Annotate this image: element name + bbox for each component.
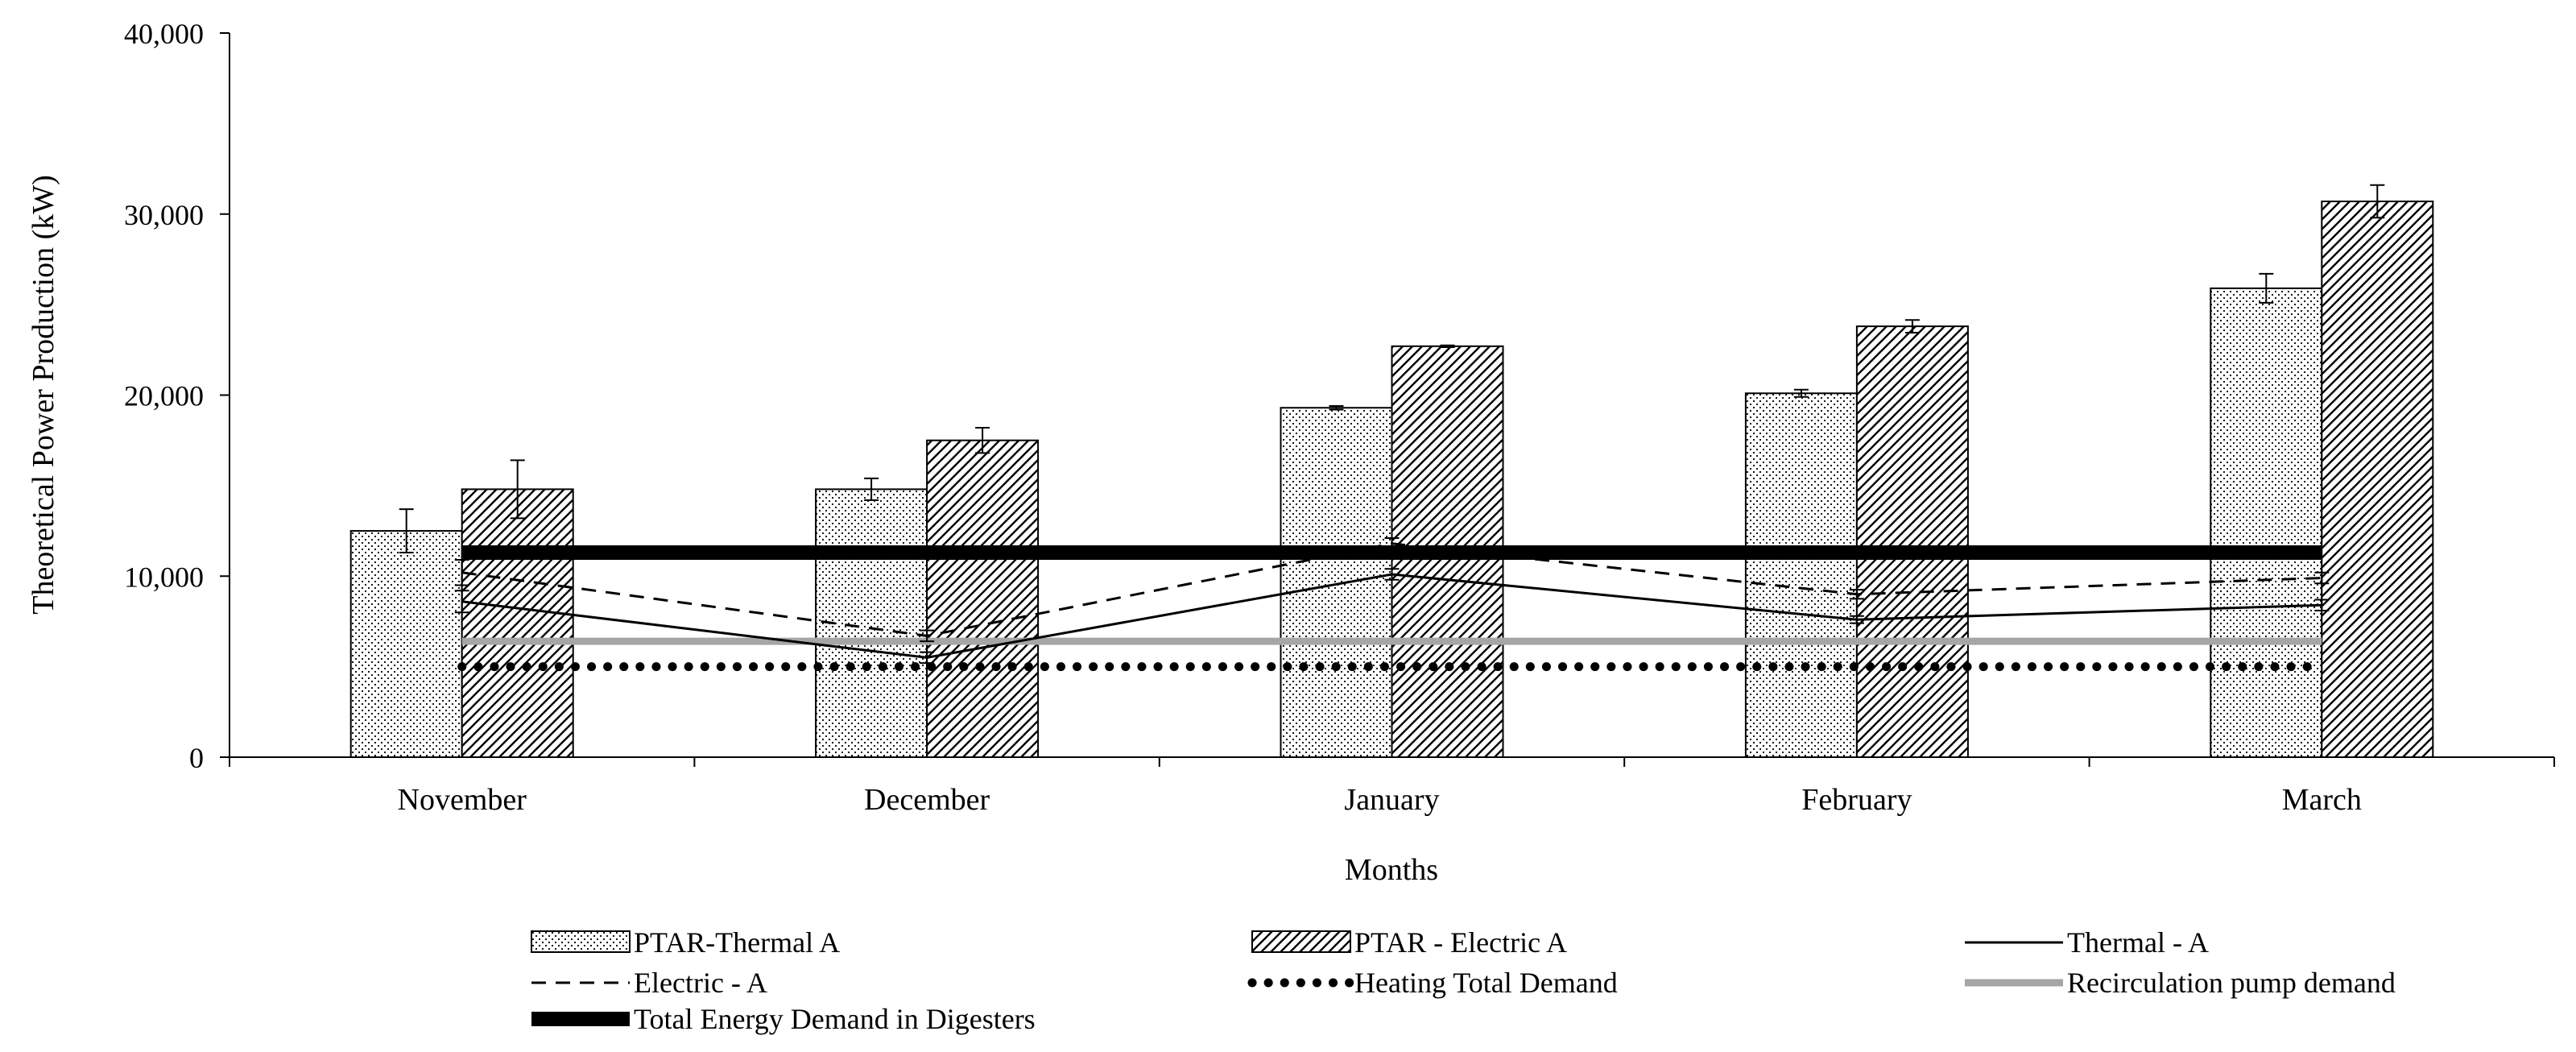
y-tick-label: 0 (189, 742, 204, 774)
legend-item-thermal-a: Thermal - A (1965, 926, 2209, 959)
x-tick-label: February (1801, 783, 1912, 817)
legend-label: PTAR-Thermal A (634, 926, 840, 959)
x-tick-label: March (2282, 783, 2362, 817)
legend-label: Heating Total Demand (1354, 967, 1618, 999)
x-tick-label: December (864, 783, 990, 817)
legend-item-heating-total-demand: Heating Total Demand (1247, 967, 1618, 999)
bar-ptar-thermal-a-january (1280, 407, 1393, 758)
x-ticks: November December January February March (229, 757, 2555, 817)
legend-swatch (1251, 930, 1351, 953)
legend-item-ptar-electric-a: PTAR - Electric A (1251, 926, 1567, 959)
legend-item-total-energy-demand-in-digesters: Total Energy Demand in Digesters (531, 1003, 1036, 1035)
legend-label: Electric - A (634, 967, 767, 999)
y-tick-label: 30,000 (124, 199, 204, 231)
bar-ptar-electric-a-november (461, 488, 574, 758)
bar-ptar-electric-a-february (1855, 325, 1969, 759)
legend-label: Total Energy Demand in Digesters (634, 1003, 1036, 1035)
legend-label: PTAR - Electric A (1354, 926, 1567, 959)
y-tick-label: 40,000 (124, 18, 204, 50)
y-axis-label: Theoretical Power Production (kW) (27, 175, 60, 615)
legend-item-recirculation-pump-demand: Recirculation pump demand (1965, 967, 2396, 999)
error-bars (399, 184, 2385, 665)
bars (349, 201, 2434, 759)
x-tick-label: November (398, 783, 527, 817)
bar-ptar-thermal-a-february (1744, 392, 1858, 758)
bar-ptar-electric-a-march (2321, 201, 2434, 758)
bar-ptar-thermal-a-november (349, 530, 463, 758)
x-tick-label: January (1344, 783, 1439, 817)
bar-ptar-thermal-a-march (2210, 287, 2323, 758)
legend-label: Recirculation pump demand (2067, 967, 2396, 999)
y-tick-label: 20,000 (124, 380, 204, 412)
bar-ptar-electric-a-december (926, 439, 1040, 758)
legend-item-electric-a: Electric - A (531, 967, 767, 999)
legend-item-ptar-thermal-a: PTAR-Thermal A (531, 926, 840, 959)
legend-label: Thermal - A (2067, 926, 2209, 959)
x-axis-label: Months (1345, 853, 1438, 887)
legend: PTAR-Thermal A PTAR - Electric A Thermal -… (531, 926, 2396, 1035)
legend-swatch (531, 930, 631, 953)
y-tick-label: 10,000 (124, 561, 204, 593)
y-ticks: 0 10,000 20,000 30,000 40,000 (124, 18, 229, 774)
